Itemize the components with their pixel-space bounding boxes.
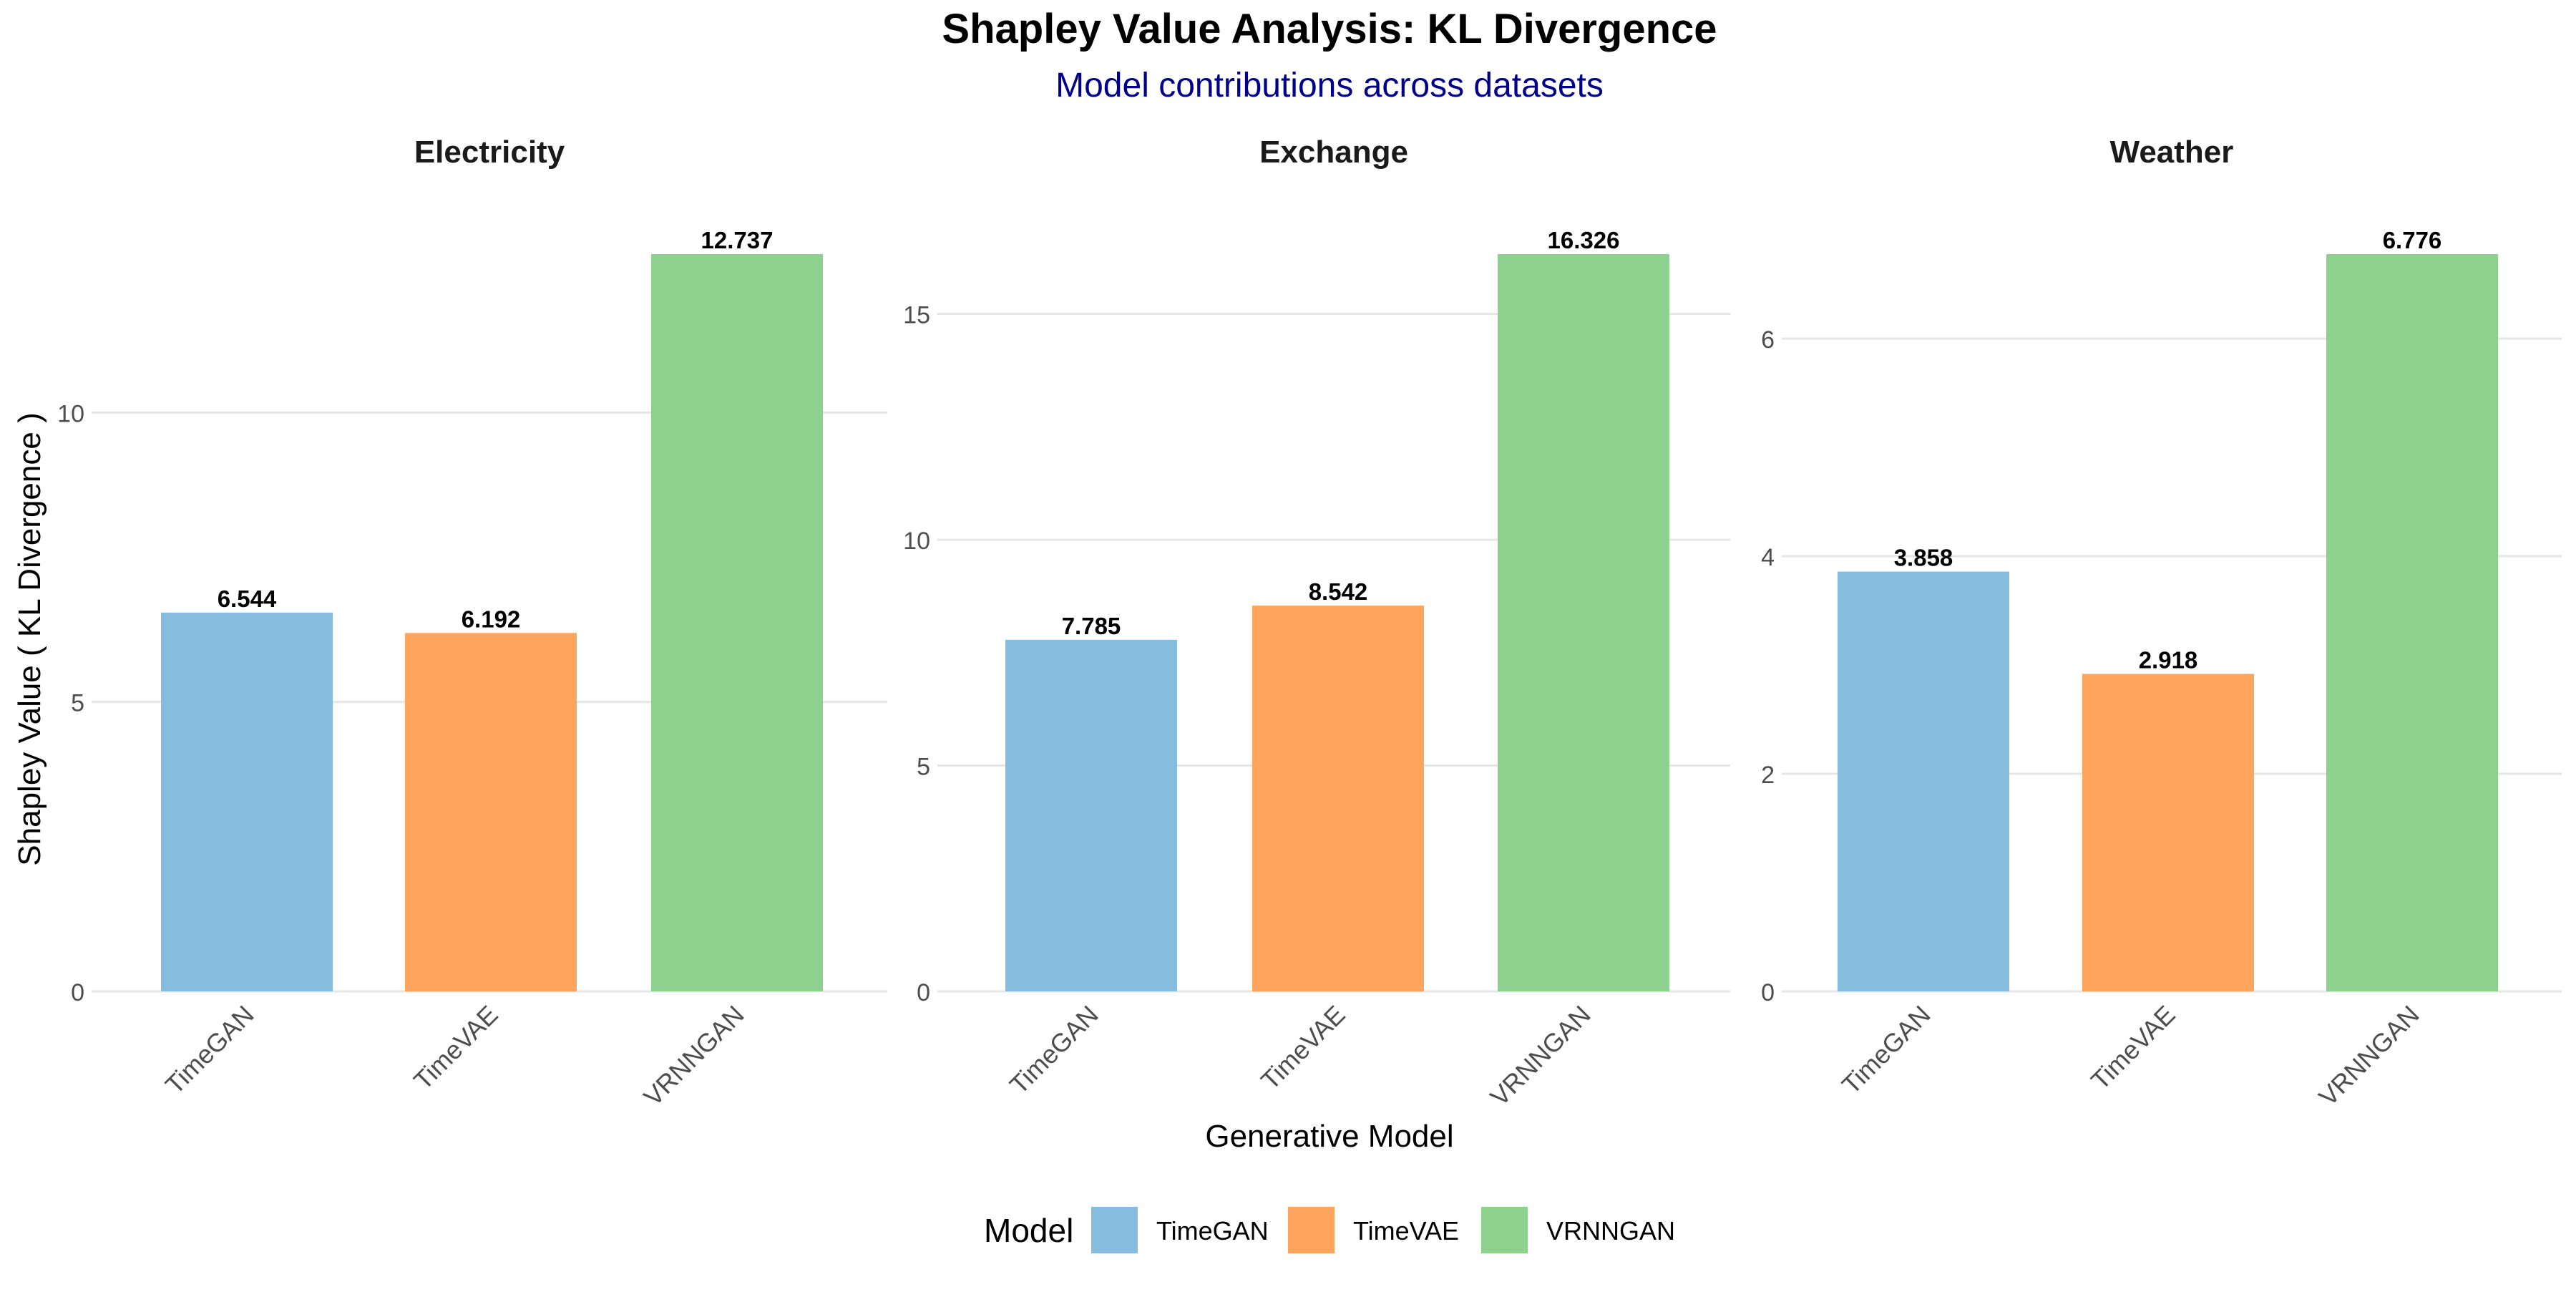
panel-title: Electricity — [414, 135, 565, 170]
legend-swatch-timegan — [1091, 1207, 1138, 1253]
y-tick-label: 5 — [917, 754, 930, 781]
x-tick-label: VRNNGAN — [638, 1000, 749, 1112]
bar-timegan — [1005, 639, 1177, 991]
panel-electricity: Electricity 0 5 10 6.544 TimeGAN 6.192 TimeVAE 1… — [57, 135, 887, 1112]
legend-label: TimeGAN — [1156, 1216, 1269, 1245]
x-tick-label: TimeVAE — [408, 1000, 504, 1096]
bar-vrnngan — [651, 254, 823, 991]
x-tick-label: TimeVAE — [1255, 1000, 1351, 1096]
bar-vrnngan — [1498, 254, 1669, 991]
y-tick-label: 5 — [71, 690, 84, 717]
x-tick-label: VRNNGAN — [2313, 1000, 2424, 1112]
y-tick-label: 2 — [1761, 762, 1775, 789]
x-axis-label: Generative Model — [1205, 1119, 1453, 1154]
data-label: 6.192 — [462, 606, 521, 632]
data-label: 6.776 — [2383, 227, 2442, 253]
data-label: 7.785 — [1062, 613, 1121, 639]
panels: Electricity 0 5 10 6.544 TimeGAN 6.192 TimeVAE 1… — [57, 135, 2562, 1112]
data-label: 2.918 — [2139, 646, 2198, 673]
y-tick-label: 4 — [1761, 544, 1775, 571]
data-label: 6.544 — [218, 586, 277, 612]
x-tick-label: TimeGAN — [160, 1000, 260, 1100]
data-label: 12.737 — [701, 227, 774, 253]
legend: Model TimeGAN TimeVAE VRNNGAN — [984, 1207, 1675, 1253]
panel-title: Exchange — [1259, 135, 1408, 170]
panel-exchange: Exchange 0 5 10 15 7.785 TimeGAN 8.542 TimeVAE 16… — [903, 135, 1730, 1112]
y-tick-label: 10 — [57, 400, 84, 427]
x-tick-label: TimeGAN — [1004, 1000, 1104, 1100]
legend-label: VRNNGAN — [1546, 1216, 1675, 1245]
y-tick-label: 15 — [903, 302, 930, 329]
y-tick-label: 10 — [903, 528, 930, 555]
data-label: 16.326 — [1548, 227, 1620, 253]
y-tick-label: 0 — [917, 979, 930, 1006]
data-label: 3.858 — [1894, 545, 1953, 571]
bar-timegan — [161, 612, 333, 991]
y-axis-label: Shapley Value ( KL Divergence ) — [12, 412, 47, 865]
legend-title: Model — [984, 1212, 1073, 1249]
panel-weather: Weather 0 2 4 6 3.858 TimeGAN 2.918 TimeVAE 6.776… — [1761, 135, 2562, 1112]
chart-subtitle: Model contributions across datasets — [1055, 67, 1604, 105]
bar-vrnngan — [2326, 254, 2498, 991]
bar-timevae — [405, 633, 577, 991]
y-tick-label: 0 — [1761, 979, 1775, 1006]
y-tick-label: 6 — [1761, 326, 1775, 354]
legend-label: TimeVAE — [1353, 1216, 1459, 1245]
legend-swatch-vrnngan — [1481, 1207, 1528, 1253]
bar-timegan — [1838, 571, 2009, 991]
chart-title: Shapley Value Analysis: KL Divergence — [942, 6, 1717, 52]
legend-swatch-timevae — [1288, 1207, 1335, 1253]
data-label: 8.542 — [1309, 578, 1368, 605]
y-tick-label: 0 — [71, 979, 84, 1006]
bar-timevae — [1252, 606, 1424, 991]
x-tick-label: TimeGAN — [1836, 1000, 1936, 1100]
bar-timevae — [2082, 674, 2254, 991]
x-tick-label: VRNNGAN — [1484, 1000, 1596, 1112]
x-tick-label: TimeVAE — [2085, 1000, 2181, 1096]
panel-title: Weather — [2110, 135, 2234, 170]
